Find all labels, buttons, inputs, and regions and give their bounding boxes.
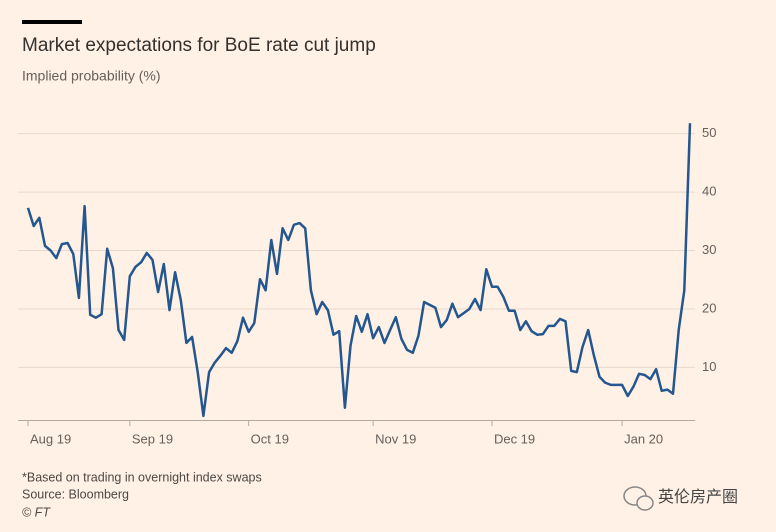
watermark-icon: [623, 486, 654, 511]
copyright: © FT: [22, 505, 51, 519]
watermark: 英伦房产圈: [658, 488, 738, 506]
y-tick-label: 40: [702, 184, 716, 199]
data-line: [26, 123, 692, 418]
x-tick-label: Nov 19: [375, 431, 416, 446]
x-tick-label: Sep 19: [132, 431, 173, 446]
x-tick-label: Dec 19: [494, 431, 535, 446]
x-tick-label: Aug 19: [30, 431, 71, 446]
x-tick-label: Jan 20: [624, 431, 663, 446]
source: Source: Bloomberg: [22, 487, 129, 501]
y-tick-label: 30: [702, 242, 716, 257]
y-tick-label: 50: [702, 125, 716, 140]
y-tick-label: 20: [702, 300, 716, 315]
x-tick-label: Oct 19: [251, 431, 289, 446]
chart-title: Market expectations for BoE rate cut jum…: [22, 35, 376, 56]
y-tick-label: 10: [702, 359, 716, 374]
footnote: *Based on trading in overnight index swa…: [22, 470, 262, 484]
brand-bar: [22, 20, 82, 24]
chart-subtitle: Implied probability (%): [22, 68, 161, 84]
